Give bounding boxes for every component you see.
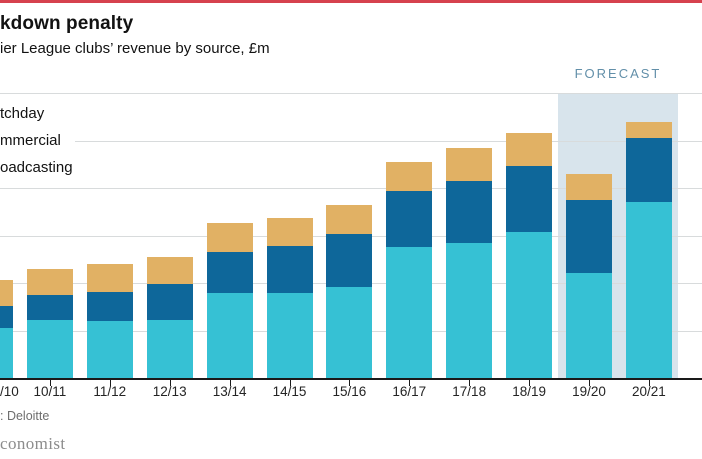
bar-segment-broadcasting — [386, 246, 433, 378]
bar-segment-broadcasting — [26, 320, 73, 378]
bar-segment-broadcasting — [446, 243, 493, 378]
legend-item-broadcasting: oadcasting — [0, 158, 87, 178]
bar-segment-broadcasting — [206, 292, 253, 378]
bar-segment-commercial — [206, 252, 253, 293]
x-axis-tick — [170, 380, 171, 386]
bar-segment-commercial — [386, 190, 433, 247]
bar-segment-broadcasting — [266, 292, 313, 378]
chart-legend: tchday mmercial oadcasting — [0, 104, 87, 185]
bar-segment-matchday — [266, 217, 313, 246]
gridline — [0, 188, 702, 189]
bar-segment-commercial — [146, 283, 193, 321]
bar-segment-commercial — [446, 180, 493, 244]
x-axis-tick — [50, 380, 51, 386]
bar-segment-matchday — [0, 280, 13, 307]
bar-11-12 — [86, 0, 133, 378]
legend-item-commercial: mmercial — [0, 131, 75, 151]
bar-segment-commercial — [506, 166, 553, 233]
bar-15-16 — [326, 0, 373, 378]
bar-segment-broadcasting — [625, 201, 672, 378]
bar-segment-commercial — [625, 137, 672, 202]
x-axis-label: 18/19 — [512, 384, 546, 399]
bar--10 — [0, 0, 13, 378]
x-axis-label: 17/18 — [452, 384, 487, 399]
x-axis-tick — [290, 380, 291, 386]
chart-title: kdown penalty — [0, 13, 134, 34]
x-axis-label: 13/14 — [212, 384, 247, 399]
bar-segment-commercial — [86, 292, 133, 321]
x-axis-tick — [349, 380, 350, 386]
x-axis-label: 10/11 — [33, 384, 67, 399]
x-axis-tick — [469, 380, 470, 386]
source-note: : Deloitte — [0, 409, 50, 423]
bar-segment-matchday — [146, 256, 193, 284]
bar-segment-matchday — [326, 204, 373, 234]
x-axis-label: /10 — [0, 384, 19, 399]
bar-segment-broadcasting — [146, 320, 193, 378]
bar-segment-commercial — [0, 306, 13, 329]
bar-16-17 — [386, 0, 433, 378]
bar-19-20 — [566, 0, 612, 378]
chart-subtitle: ier League clubs’ revenue by source, £m — [0, 40, 270, 57]
forecast-label: FORECAST — [574, 66, 662, 81]
bar-segment-matchday — [26, 268, 73, 295]
x-axis-tick — [230, 380, 231, 386]
bar-segment-matchday — [625, 121, 672, 138]
brand-logo-text: conomist — [0, 434, 66, 453]
bar-segment-matchday — [566, 173, 612, 200]
bar-segment-commercial — [266, 245, 313, 293]
bar-segment-matchday — [506, 132, 553, 167]
x-axis-label: 11/12 — [93, 384, 127, 399]
bar-segment-broadcasting — [86, 321, 133, 378]
gridline — [0, 93, 702, 94]
x-axis-tick — [589, 380, 590, 386]
bar-segment-commercial — [326, 233, 373, 287]
bar-14-15 — [266, 0, 313, 378]
bar-18-19 — [506, 0, 553, 378]
bar-13-14 — [206, 0, 253, 378]
bar-segment-broadcasting — [506, 232, 553, 378]
x-axis-label: 16/17 — [392, 384, 427, 399]
x-axis-label: 20/21 — [631, 384, 666, 399]
bar-segment-matchday — [446, 147, 493, 181]
bar-segment-broadcasting — [566, 273, 612, 378]
gridline — [0, 141, 702, 142]
x-axis-label: 14/15 — [272, 384, 307, 399]
x-axis-label: 15/16 — [332, 384, 367, 399]
x-axis-tick — [110, 380, 111, 386]
bar-segment-commercial — [26, 294, 73, 321]
bar-segment-broadcasting — [0, 328, 13, 378]
bar-12-13 — [146, 0, 193, 378]
bar-10-11 — [26, 0, 73, 378]
x-axis-tick — [649, 380, 650, 386]
x-axis-tick — [409, 380, 410, 386]
legend-item-matchday: tchday — [0, 104, 59, 124]
x-axis-line — [0, 378, 702, 380]
x-axis-label: 19/20 — [572, 384, 606, 399]
bar-segment-matchday — [86, 264, 133, 293]
x-axis-label: 12/13 — [152, 384, 187, 399]
bar-segment-matchday — [386, 161, 433, 191]
bar-17-18 — [446, 0, 493, 378]
bar-20-21 — [625, 0, 672, 378]
bar-segment-broadcasting — [326, 286, 373, 378]
bar-segment-commercial — [566, 199, 612, 274]
accent-rule — [0, 0, 702, 3]
x-axis-tick — [529, 380, 530, 386]
bar-segment-matchday — [206, 223, 253, 253]
